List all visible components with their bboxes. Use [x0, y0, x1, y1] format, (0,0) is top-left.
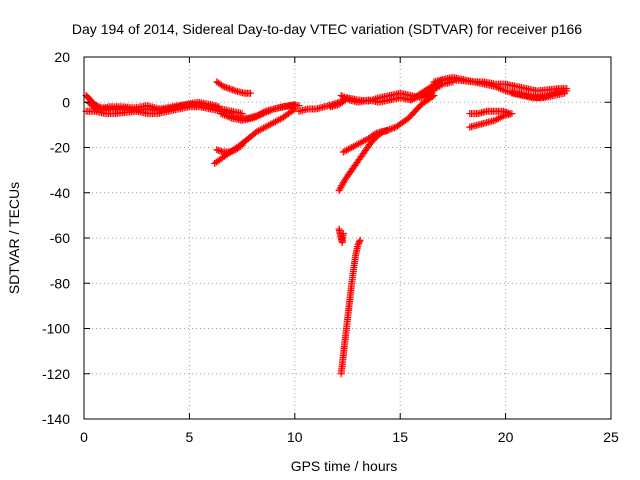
data-point: [354, 241, 362, 249]
x-tick-label: 20: [498, 429, 514, 445]
data-point: [247, 89, 255, 97]
data-point: [355, 239, 363, 247]
series-pass-n: [508, 89, 569, 102]
data-point: [428, 89, 436, 97]
series-pass-p: [466, 110, 516, 131]
x-tick-label: 0: [80, 429, 88, 445]
series-pass-i: [337, 236, 364, 378]
x-tick-label: 25: [603, 429, 619, 445]
chart-title: Day 194 of 2014, Sidereal Day-to-day VTE…: [72, 21, 582, 37]
data-point: [498, 113, 506, 121]
series-pass-e: [295, 96, 349, 115]
data-point: [327, 103, 335, 111]
series-pass-early-3: [84, 98, 223, 113]
data-point: [508, 110, 516, 118]
x-tick-label: 10: [287, 429, 303, 445]
data-point: [291, 101, 299, 109]
y-tick-label: -120: [42, 366, 70, 382]
y-tick-label: -40: [50, 185, 70, 201]
data-point: [215, 103, 223, 111]
x-tick-label: 5: [186, 429, 194, 445]
axes: 0 5 10 15 20 25 -140 -120 -100 -80 -60 -40 -20 0 20: [42, 49, 619, 445]
y-tick-label: -60: [50, 230, 70, 246]
data-point: [339, 229, 347, 237]
data-point: [378, 129, 386, 137]
data-series: [82, 73, 571, 378]
y-tick-label: 20: [54, 49, 70, 65]
y-tick-label: -80: [50, 275, 70, 291]
series-pass-b2: [213, 141, 246, 156]
x-axis-label: GPS time / hours: [291, 458, 398, 474]
data-point: [561, 89, 569, 97]
x-tick-label: 15: [392, 429, 408, 445]
data-point: [237, 142, 245, 150]
data-point: [218, 81, 226, 89]
series-pass-h: [335, 225, 347, 247]
data-point: [356, 236, 364, 244]
y-tick-label: -100: [42, 321, 70, 337]
y-tick-label: 0: [62, 94, 70, 110]
series-pass-g: [335, 91, 438, 194]
data-point: [355, 238, 363, 246]
series-pass-d: [217, 101, 299, 124]
data-point: [337, 99, 345, 107]
y-axis-label: SDTVAR / TECUs: [6, 182, 22, 294]
series-pass-a: [213, 78, 255, 97]
y-tick-label: -20: [50, 140, 70, 156]
data-point: [238, 141, 246, 149]
y-tick-label: -140: [42, 411, 70, 427]
